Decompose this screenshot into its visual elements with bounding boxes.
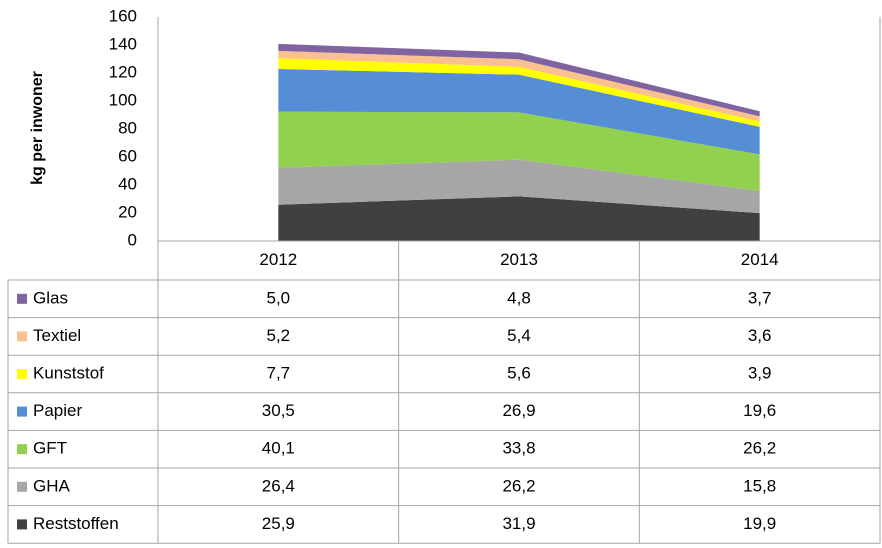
table-value: 26,4 xyxy=(262,476,295,495)
table-value: 5,6 xyxy=(507,363,531,382)
table-value: 26,2 xyxy=(743,439,776,458)
legend-label: Glas xyxy=(33,288,68,307)
legend-label: Textiel xyxy=(33,326,81,345)
y-tick-label: 140 xyxy=(109,34,137,53)
legend-swatch xyxy=(17,369,27,379)
y-tick-label: 20 xyxy=(118,202,137,221)
table-value: 19,9 xyxy=(743,514,776,533)
table-value: 3,6 xyxy=(748,326,772,345)
x-tick-label: 2013 xyxy=(500,250,538,269)
y-tick-label: 60 xyxy=(118,146,137,165)
x-tick-label: 2014 xyxy=(741,250,779,269)
table-value: 3,7 xyxy=(748,288,772,307)
table-value: 33,8 xyxy=(502,439,535,458)
legend-label: GFT xyxy=(33,439,67,458)
table-value: 5,4 xyxy=(507,326,531,345)
legend-swatch xyxy=(17,331,27,342)
y-tick-label: 120 xyxy=(109,62,137,81)
legend-label: Reststoffen xyxy=(33,514,119,533)
table-value: 15,8 xyxy=(743,476,776,495)
y-tick-label: 0 xyxy=(128,230,137,249)
table-value: 25,9 xyxy=(262,514,295,533)
area xyxy=(278,58,760,127)
table-value: 3,9 xyxy=(748,363,772,382)
table-value: 5,0 xyxy=(267,288,291,307)
legend-label: GHA xyxy=(33,476,71,495)
y-tick-label: 80 xyxy=(118,118,137,137)
area xyxy=(278,159,760,214)
table-value: 4,8 xyxy=(507,288,531,307)
legend-label: Kunststof xyxy=(33,363,104,382)
table-value: 30,5 xyxy=(262,401,295,420)
table-value: 31,9 xyxy=(502,514,535,533)
area xyxy=(278,43,760,117)
y-tick-label: 160 xyxy=(109,6,137,25)
legend-swatch xyxy=(17,444,27,455)
x-tick-label: 2012 xyxy=(259,250,297,269)
y-tick-label: 40 xyxy=(118,174,137,193)
legend-swatch xyxy=(17,481,27,492)
table-value: 7,7 xyxy=(267,363,291,382)
table-value: 26,2 xyxy=(502,476,535,495)
table-value: 19,6 xyxy=(743,401,776,420)
table-value: 5,2 xyxy=(267,326,291,345)
legend-swatch xyxy=(17,406,27,417)
legend-swatch xyxy=(17,519,27,530)
legend-swatch xyxy=(17,293,27,304)
table-value: 26,9 xyxy=(502,401,535,420)
table-value: 40,1 xyxy=(262,439,295,458)
y-axis-label: kg per inwoner xyxy=(29,71,46,185)
area xyxy=(278,50,760,122)
area xyxy=(278,196,760,241)
area xyxy=(278,111,760,192)
y-tick-label: 100 xyxy=(109,90,137,109)
area xyxy=(278,68,760,155)
legend-label: Papier xyxy=(33,401,82,420)
